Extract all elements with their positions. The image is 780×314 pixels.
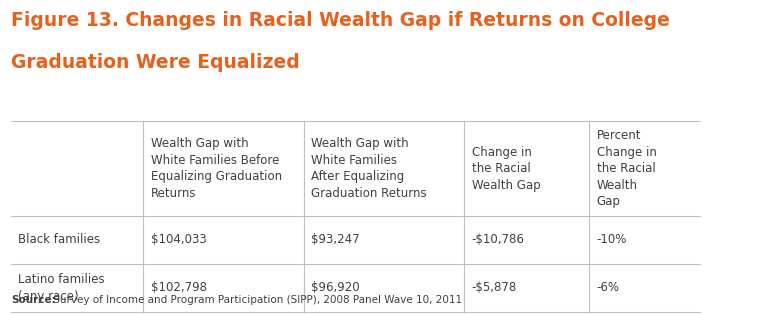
Text: Latino families
(any race): Latino families (any race) — [19, 273, 105, 303]
Text: Black families: Black families — [19, 233, 101, 246]
Text: Graduation Were Equalized: Graduation Were Equalized — [12, 53, 300, 72]
Text: -$5,878: -$5,878 — [472, 281, 517, 295]
Text: -6%: -6% — [597, 281, 619, 295]
Text: Figure 13. Changes in Racial Wealth Gap if Returns on College: Figure 13. Changes in Racial Wealth Gap … — [12, 11, 670, 30]
Text: -10%: -10% — [597, 233, 627, 246]
Text: Wealth Gap with
White Families
After Equalizing
Graduation Returns: Wealth Gap with White Families After Equ… — [311, 137, 427, 200]
Text: $96,920: $96,920 — [311, 281, 360, 295]
Text: $93,247: $93,247 — [311, 233, 360, 246]
Text: Percent
Change in
the Racial
Wealth
Gap: Percent Change in the Racial Wealth Gap — [597, 129, 657, 208]
Text: Wealth Gap with
White Families Before
Equalizing Graduation
Returns: Wealth Gap with White Families Before Eq… — [151, 137, 282, 200]
Text: $104,033: $104,033 — [151, 233, 206, 246]
Text: Source:: Source: — [12, 295, 56, 305]
Text: Change in
the Racial
Wealth Gap: Change in the Racial Wealth Gap — [472, 146, 541, 192]
Text: $102,798: $102,798 — [151, 281, 207, 295]
Text: Survey of Income and Program Participation (SIPP), 2008 Panel Wave 10, 2011: Survey of Income and Program Participati… — [50, 295, 462, 305]
Text: -$10,786: -$10,786 — [472, 233, 524, 246]
